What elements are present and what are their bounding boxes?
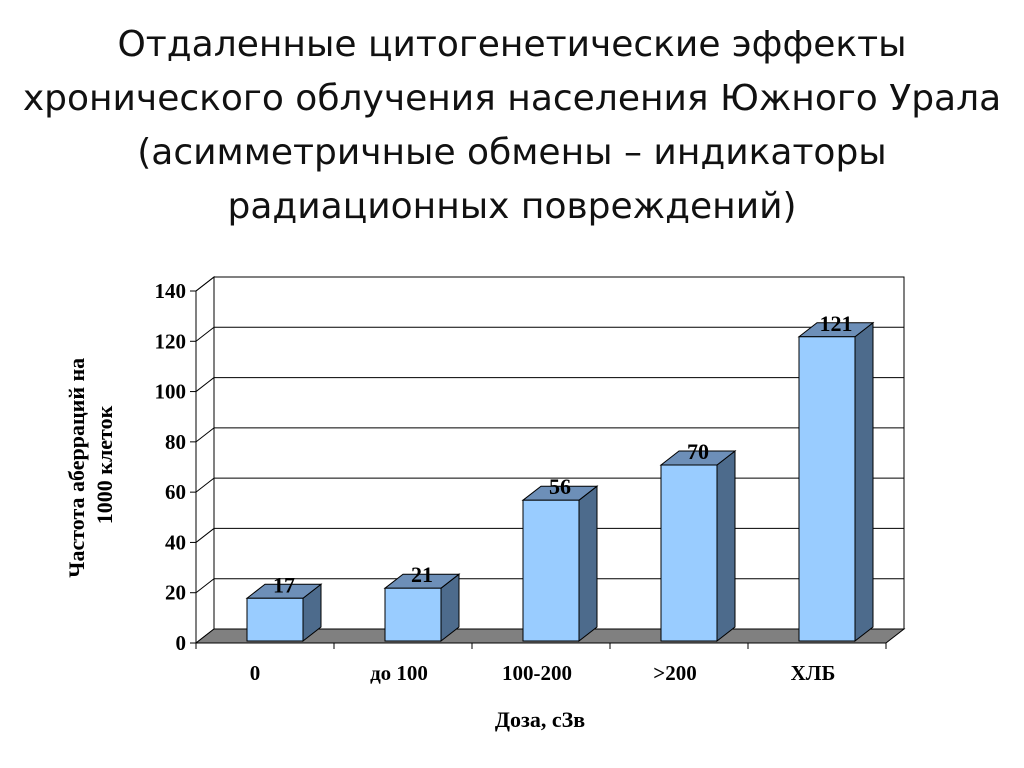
bar-front [522, 499, 580, 642]
y-tick-label: 20 [165, 581, 186, 605]
bar [797, 321, 875, 643]
bar-front [246, 597, 304, 642]
bar-front [660, 464, 718, 642]
bar [245, 583, 323, 643]
title-line-2: хронического облучения населения Южного … [22, 78, 1002, 119]
title-line-1: Отдаленные цитогенетические эффекты [117, 24, 907, 65]
title-line-3: (асимметричные обмены – индикаторы [137, 132, 887, 173]
gridline-side [195, 377, 215, 392]
x-tick-label: ХЛБ [791, 661, 836, 685]
chart-bars [245, 321, 875, 643]
bar [521, 485, 599, 643]
bar-side [716, 449, 736, 643]
x-tick-label: 0 [250, 661, 261, 685]
bar [383, 573, 461, 643]
data-label: 17 [273, 572, 295, 597]
y-tick-label: 60 [165, 480, 186, 504]
gridline-side [195, 326, 215, 342]
gridline-side [195, 276, 215, 292]
bar-side [854, 321, 874, 643]
title-line-4: радиационных повреждений) [227, 186, 797, 227]
data-label: 70 [687, 439, 709, 464]
y-axis-title-line-2: 1000 клеток [92, 405, 117, 524]
data-labels: 17 21 56 70 121 [273, 311, 853, 597]
data-label: 121 [820, 311, 853, 336]
x-tick-label: до 100 [370, 661, 428, 685]
bar-side [578, 485, 598, 643]
gridline-side [195, 477, 215, 493]
x-axis-title: Доза, сЗв [495, 707, 585, 732]
slide-title: Отдаленные цитогенетические эффекты хрон… [0, 18, 1024, 234]
bar-front [798, 336, 856, 642]
data-label: 21 [411, 562, 433, 587]
side-wall [195, 275, 215, 645]
x-tick-label: 100-200 [502, 661, 572, 685]
y-tick-label: 100 [155, 380, 187, 404]
y-tick-label: 80 [165, 430, 186, 454]
y-tick-label: 120 [155, 329, 187, 353]
bar [659, 449, 737, 643]
y-tick-label: 0 [176, 631, 187, 655]
y-axis-title: Частота аберраций на 1000 клеток [64, 352, 117, 577]
y-axis-title-line-1: Частота аберраций на [64, 358, 89, 578]
data-label: 56 [549, 474, 571, 499]
y-tick-label: 140 [155, 279, 187, 303]
gridline-side [195, 427, 215, 443]
bar-front [384, 587, 442, 642]
gridline-side [195, 578, 215, 594]
category-labels: 0 до 100 100-200 >200 ХЛБ [195, 643, 887, 685]
gridline-side [195, 528, 215, 543]
y-tick-label: 40 [165, 530, 186, 554]
y-axis-ticks: 0 20 40 60 80 100 120 140 [155, 279, 197, 655]
x-tick-label: >200 [653, 661, 696, 685]
